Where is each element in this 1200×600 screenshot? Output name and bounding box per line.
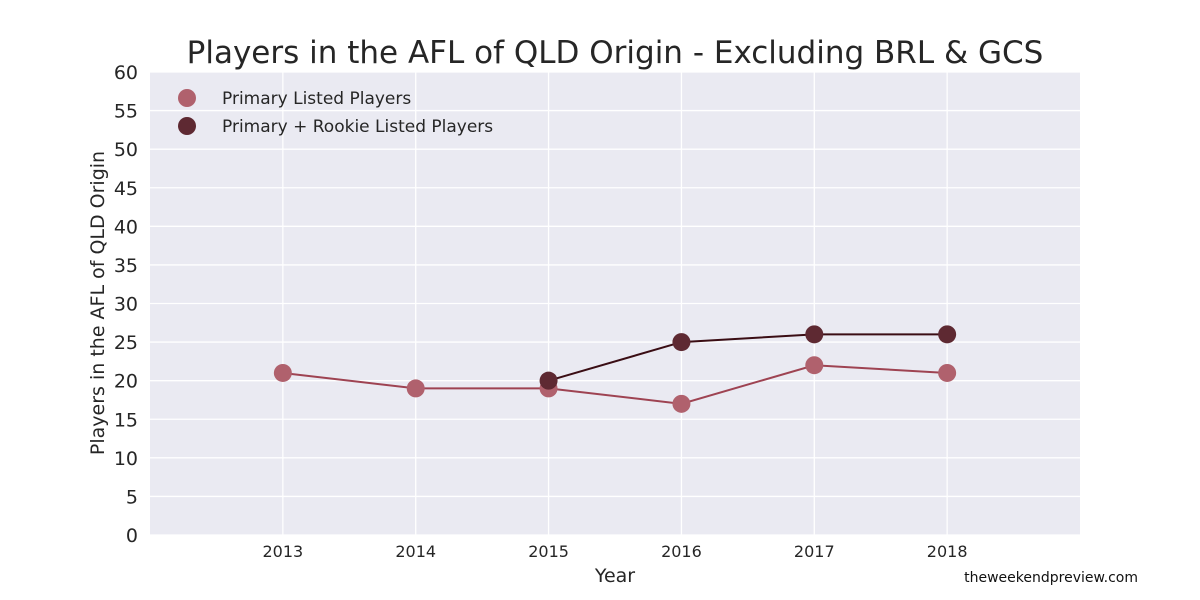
data-point-series-1 xyxy=(273,363,292,382)
y-tick-label: 0 xyxy=(126,525,138,547)
y-tick-label: 25 xyxy=(114,332,138,354)
x-tick-label: 2015 xyxy=(528,542,569,561)
axis-ticks: 0 5 10 15 20 25 30 35 40 45 50 55 60 2013 2014 2015 2016… xyxy=(114,62,968,561)
y-tick-label: 10 xyxy=(114,448,138,470)
y-tick-label: 5 xyxy=(126,486,138,508)
watermark: theweekendpreview.com xyxy=(964,570,1138,586)
y-tick-label: 55 xyxy=(114,101,138,123)
x-tick-label: 2014 xyxy=(395,542,436,561)
grid-lines xyxy=(150,71,1080,536)
x-tick-label: 2013 xyxy=(262,542,303,561)
y-tick-label: 50 xyxy=(114,139,138,161)
y-tick-label: 15 xyxy=(114,409,138,431)
y-tick-label: 20 xyxy=(114,371,138,393)
data-point-series-2 xyxy=(539,371,558,390)
y-tick-label: 35 xyxy=(114,255,138,277)
x-tick-label: 2016 xyxy=(661,542,702,561)
data-point-series-2 xyxy=(672,333,691,352)
data-point-series-1 xyxy=(938,363,957,382)
data-point-series-2 xyxy=(938,325,957,344)
legend-marker xyxy=(178,117,196,135)
data-point-series-2 xyxy=(805,325,824,344)
y-tick-label: 45 xyxy=(114,178,138,200)
data-point-series-1 xyxy=(672,394,691,413)
y-tick-label: 40 xyxy=(114,216,138,238)
chart-title: Players in the AFL of QLD Origin - Exclu… xyxy=(187,35,1044,71)
legend-marker xyxy=(178,89,196,107)
y-tick-label: 30 xyxy=(114,294,138,316)
y-axis-label: Players in the AFL of QLD Origin xyxy=(87,151,109,455)
x-tick-label: 2017 xyxy=(794,542,835,561)
data-point-series-1 xyxy=(406,379,425,398)
series-group xyxy=(273,325,957,413)
legend-label: Primary Listed Players xyxy=(222,89,411,109)
series-line-1 xyxy=(282,364,948,405)
data-point-series-1 xyxy=(805,356,824,375)
legend-label: Primary + Rookie Listed Players xyxy=(222,117,493,137)
legend: Primary Listed Players Primary + Rookie L… xyxy=(178,89,493,137)
y-tick-label: 60 xyxy=(114,62,138,84)
x-axis-label: Year xyxy=(594,565,635,587)
x-tick-label: 2018 xyxy=(927,542,968,561)
series-line-2 xyxy=(548,333,948,382)
